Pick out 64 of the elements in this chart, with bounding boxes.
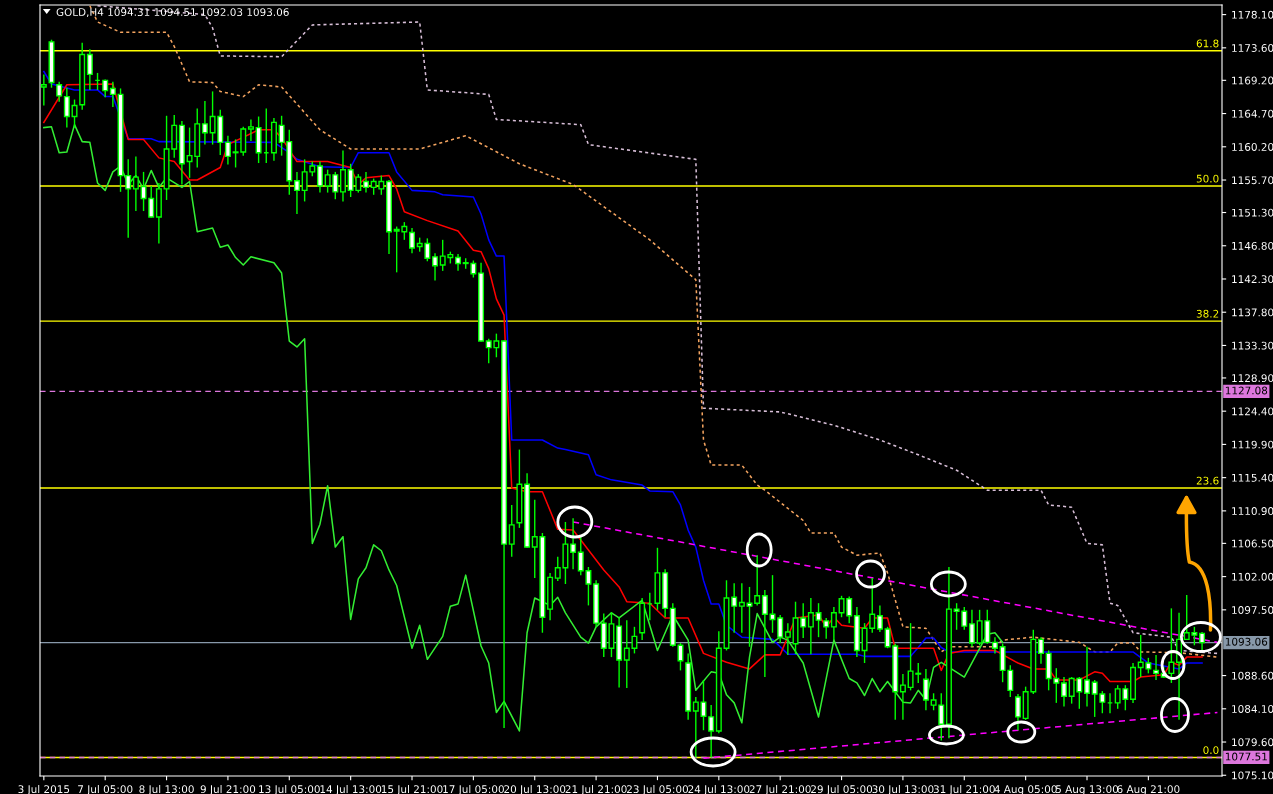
- candlestick: [293, 171, 300, 215]
- candlestick: [1084, 646, 1090, 708]
- annotation: 38.2: [1196, 309, 1219, 318]
- candlestick: [1037, 636, 1044, 665]
- y-tick-label: 1110.90: [1232, 507, 1273, 515]
- candlestick: [56, 81, 63, 103]
- ref-line-label: 1077.51: [1225, 752, 1267, 761]
- y-tick-label: 1137.80: [1232, 308, 1273, 317]
- y-tick-label: 1097.50: [1232, 606, 1273, 614]
- candlestick: [109, 81, 116, 108]
- candlestick: [71, 98, 78, 129]
- candlestick: [1153, 654, 1160, 681]
- candlestick: [247, 118, 254, 142]
- candlestick: [1060, 676, 1067, 708]
- candlestick: [899, 673, 906, 721]
- ref-line-label: 1127.08: [1225, 386, 1268, 395]
- y-tick-label: 1155.70: [1232, 176, 1273, 185]
- chart-title: GOLD,H4 1094.31 1094.51 1092.03 1093.06: [56, 8, 289, 18]
- candlestick: [830, 606, 837, 641]
- y-tick-label: 1084.10: [1232, 705, 1273, 713]
- ref-line-label: 1093.06: [1225, 637, 1268, 646]
- y-tick-label: 1178.10: [1232, 10, 1273, 19]
- y-tick-label: 1142.30: [1232, 275, 1273, 284]
- y-tick-label: 1133.30: [1232, 341, 1273, 350]
- candlestick: [362, 171, 369, 194]
- y-tick-label: 1173.60: [1232, 44, 1273, 52]
- annotation: 50.0: [1196, 174, 1219, 183]
- y-tick-label: 1115.40: [1232, 473, 1273, 482]
- candlestick: [784, 622, 791, 656]
- candlestick: [761, 589, 768, 678]
- annotation: 23.6: [1196, 476, 1219, 485]
- y-tick-label: 1075.10: [1232, 771, 1273, 780]
- candlestick: [508, 504, 515, 558]
- candlestick: [86, 48, 93, 91]
- y-tick-label: 1164.70: [1232, 109, 1273, 118]
- y-tick-label: 1146.80: [1232, 241, 1273, 250]
- y-tick-label: 1169.20: [1232, 76, 1273, 85]
- candlestick: [339, 149, 346, 203]
- candlestick: [316, 160, 323, 194]
- line-series: [43, 123, 1004, 732]
- y-tick-label: 1079.60: [1232, 738, 1273, 747]
- candlestick: [40, 73, 47, 107]
- candlestick: [738, 582, 745, 634]
- candlestick: [807, 597, 814, 655]
- y-tick-label: 1128.90: [1232, 374, 1273, 383]
- candlestick: [432, 252, 439, 282]
- y-tick-label: 1151.30: [1232, 208, 1273, 217]
- candlestick: [731, 582, 738, 634]
- candlestick: [63, 87, 70, 129]
- candlestick: [132, 155, 139, 212]
- y-tick-label: 1102.00: [1232, 572, 1273, 581]
- candlestick: [968, 609, 975, 648]
- candlestick: [201, 100, 208, 146]
- y-tick-label: 1160.20: [1232, 143, 1273, 151]
- y-tick-label: 1106.50: [1232, 539, 1273, 548]
- candlestick: [876, 604, 883, 633]
- y-tick-label: 1088.60: [1232, 671, 1273, 680]
- candlestick: [409, 227, 416, 254]
- y-tick-label: 1124.40: [1232, 407, 1273, 416]
- annotation: 0.0: [1203, 746, 1219, 755]
- annotation: 61.8: [1196, 39, 1219, 48]
- candlestick: [224, 135, 231, 166]
- candlestick: [922, 668, 929, 711]
- y-tick-label: 1119.90: [1232, 440, 1273, 449]
